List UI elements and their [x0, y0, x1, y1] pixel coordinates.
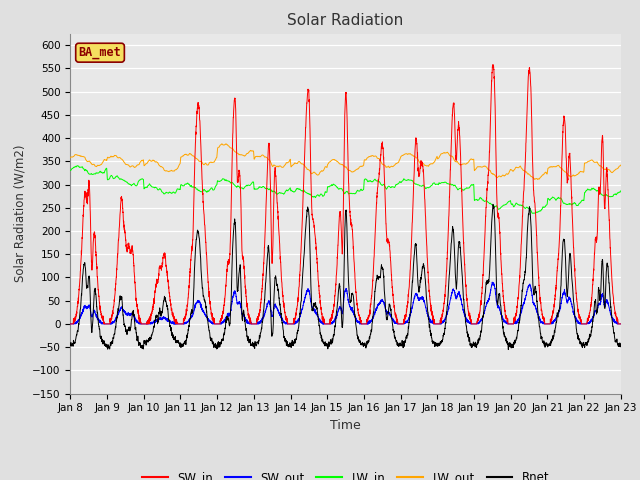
- Text: BA_met: BA_met: [79, 46, 122, 59]
- Legend: SW_in, SW_out, LW_in, LW_out, Rnet: SW_in, SW_out, LW_in, LW_out, Rnet: [137, 466, 554, 480]
- X-axis label: Time: Time: [330, 419, 361, 432]
- Title: Solar Radiation: Solar Radiation: [287, 13, 404, 28]
- Y-axis label: Solar Radiation (W/m2): Solar Radiation (W/m2): [13, 145, 27, 282]
